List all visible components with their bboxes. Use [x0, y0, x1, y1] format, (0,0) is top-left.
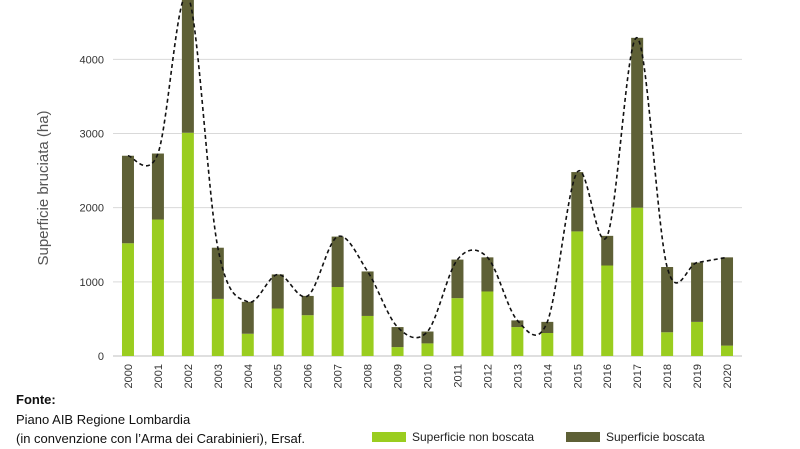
x-tick-label: 2014: [542, 364, 554, 388]
bar-non-boscata: [361, 315, 374, 356]
x-tick-label: 2006: [303, 364, 315, 388]
bar-non-boscata: [331, 287, 344, 356]
x-tick-label: 2020: [722, 364, 734, 388]
x-tick-label: 2010: [423, 364, 435, 388]
bar-non-boscata: [211, 298, 224, 356]
bar-non-boscata: [511, 327, 524, 356]
bar-boscata: [391, 327, 404, 348]
bar-boscata: [601, 235, 614, 266]
bar-non-boscata: [631, 207, 644, 356]
legend-item-non-boscata: Superficie non boscata: [372, 430, 534, 444]
bar-non-boscata: [151, 219, 164, 356]
bar-non-boscata: [121, 243, 134, 356]
trend-line: [127, 0, 728, 339]
bar-boscata: [361, 271, 374, 316]
y-tick-label: 3000: [80, 129, 104, 141]
legend-item-boscata: Superficie boscata: [566, 430, 705, 444]
bar-non-boscata: [481, 291, 494, 356]
x-tick-label: 2012: [482, 364, 494, 388]
source-label: Fonte:: [16, 392, 56, 407]
bar-boscata: [151, 153, 164, 220]
y-tick-label: 4000: [80, 54, 104, 66]
bar-boscata: [661, 267, 674, 333]
bar-boscata: [211, 247, 224, 299]
y-tick-label: 0: [98, 351, 104, 363]
bar-boscata: [121, 155, 134, 244]
bar-boscata: [271, 274, 284, 309]
bar-boscata: [181, 0, 194, 133]
bar-boscata: [241, 301, 254, 334]
bar-non-boscata: [721, 345, 734, 356]
bar-boscata: [301, 295, 314, 316]
bar-boscata: [571, 172, 584, 232]
legend-swatch-boscata: [566, 432, 600, 442]
bar-boscata: [451, 259, 464, 299]
y-tick-label: 2000: [80, 203, 104, 215]
legend-swatch-non-boscata: [372, 432, 406, 442]
legend-label-non-boscata: Superficie non boscata: [412, 430, 535, 444]
x-tick-label: 2017: [632, 364, 644, 388]
source-line-2: (in convenzione con l’Arma dei Carabinie…: [16, 431, 306, 446]
source-line-1: Piano AIB Regione Lombardia: [16, 412, 191, 427]
bar-non-boscata: [181, 132, 194, 356]
x-tick-label: 2016: [602, 364, 614, 388]
bar-boscata: [421, 331, 434, 344]
bar-non-boscata: [301, 315, 314, 356]
x-tick-label: 2002: [183, 364, 195, 388]
bar-non-boscata: [391, 347, 404, 356]
bar-boscata: [481, 257, 494, 292]
x-tick-label: 2009: [393, 364, 405, 388]
x-tick-label: 2013: [512, 364, 524, 388]
y-axis-label: Superficie bruciata (ha): [35, 110, 52, 265]
bar-non-boscata: [601, 265, 614, 356]
x-tick-label: 2005: [273, 364, 285, 388]
x-tick-label: 2019: [692, 364, 704, 388]
bar-boscata: [691, 262, 704, 322]
bar-boscata: [541, 321, 554, 334]
x-tick-label: 2000: [123, 364, 135, 388]
bar-non-boscata: [571, 231, 584, 356]
bar-boscata: [331, 236, 344, 288]
bar-non-boscata: [691, 321, 704, 356]
x-tick-label: 2008: [363, 364, 375, 388]
bar-boscata: [631, 37, 644, 208]
bar-non-boscata: [241, 333, 254, 356]
x-tick-label: 2007: [333, 364, 345, 388]
bar-non-boscata: [451, 298, 464, 356]
x-tick-label: 2001: [153, 364, 165, 388]
bar-non-boscata: [661, 332, 674, 356]
legend-label-boscata: Superficie boscata: [606, 430, 705, 444]
x-tick-label: 2015: [572, 364, 584, 388]
x-tick-label: 2011: [452, 364, 464, 388]
x-tick-label: 2004: [243, 364, 255, 388]
x-tick-label: 2003: [213, 364, 225, 388]
bar-boscata: [721, 257, 734, 346]
bar-non-boscata: [271, 308, 284, 356]
bar-non-boscata: [421, 343, 434, 356]
x-tick-label: 2018: [662, 364, 674, 388]
bar-boscata: [511, 320, 524, 328]
bar-non-boscata: [541, 333, 554, 356]
y-tick-label: 1000: [80, 277, 104, 289]
